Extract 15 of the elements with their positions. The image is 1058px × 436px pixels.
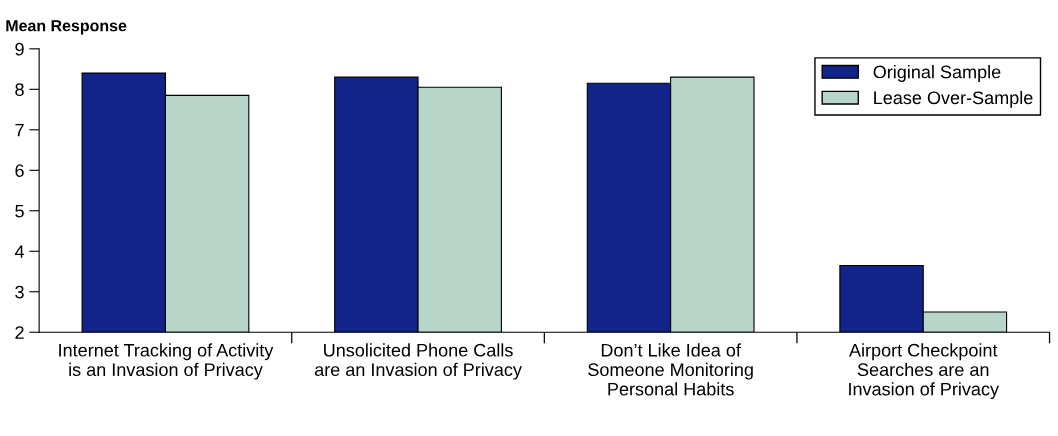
x-tick-label: Airport Checkpoint Searches are an Invasion of Privacy (849, 343, 999, 400)
y-axis-title: Mean Response (6, 20, 127, 35)
y-tick-label: 2 (15, 326, 24, 339)
x-tick-label: Don’t Like Idea of Someone Monitoring Personal Habits (588, 343, 753, 396)
y-tick-label: 3 (15, 285, 24, 299)
x-tick-label: Unsolicited Phone Calls are an Invasion of Privacy (314, 343, 522, 380)
legend-label: Original Sample (873, 65, 1001, 82)
y-tick-label: 9 (15, 42, 24, 56)
legend-label: Lease Over-Sample (874, 90, 1033, 108)
y-tick-label: 5 (15, 204, 24, 218)
y-tick-label: 8 (15, 83, 24, 97)
x-tick-label: Internet Tracking of Activity is an Invasion of Privacy (59, 343, 274, 380)
y-tick-label: 6 (15, 164, 24, 178)
y-tick-label: 7 (15, 123, 24, 137)
y-tick-label: 4 (14, 245, 25, 258)
